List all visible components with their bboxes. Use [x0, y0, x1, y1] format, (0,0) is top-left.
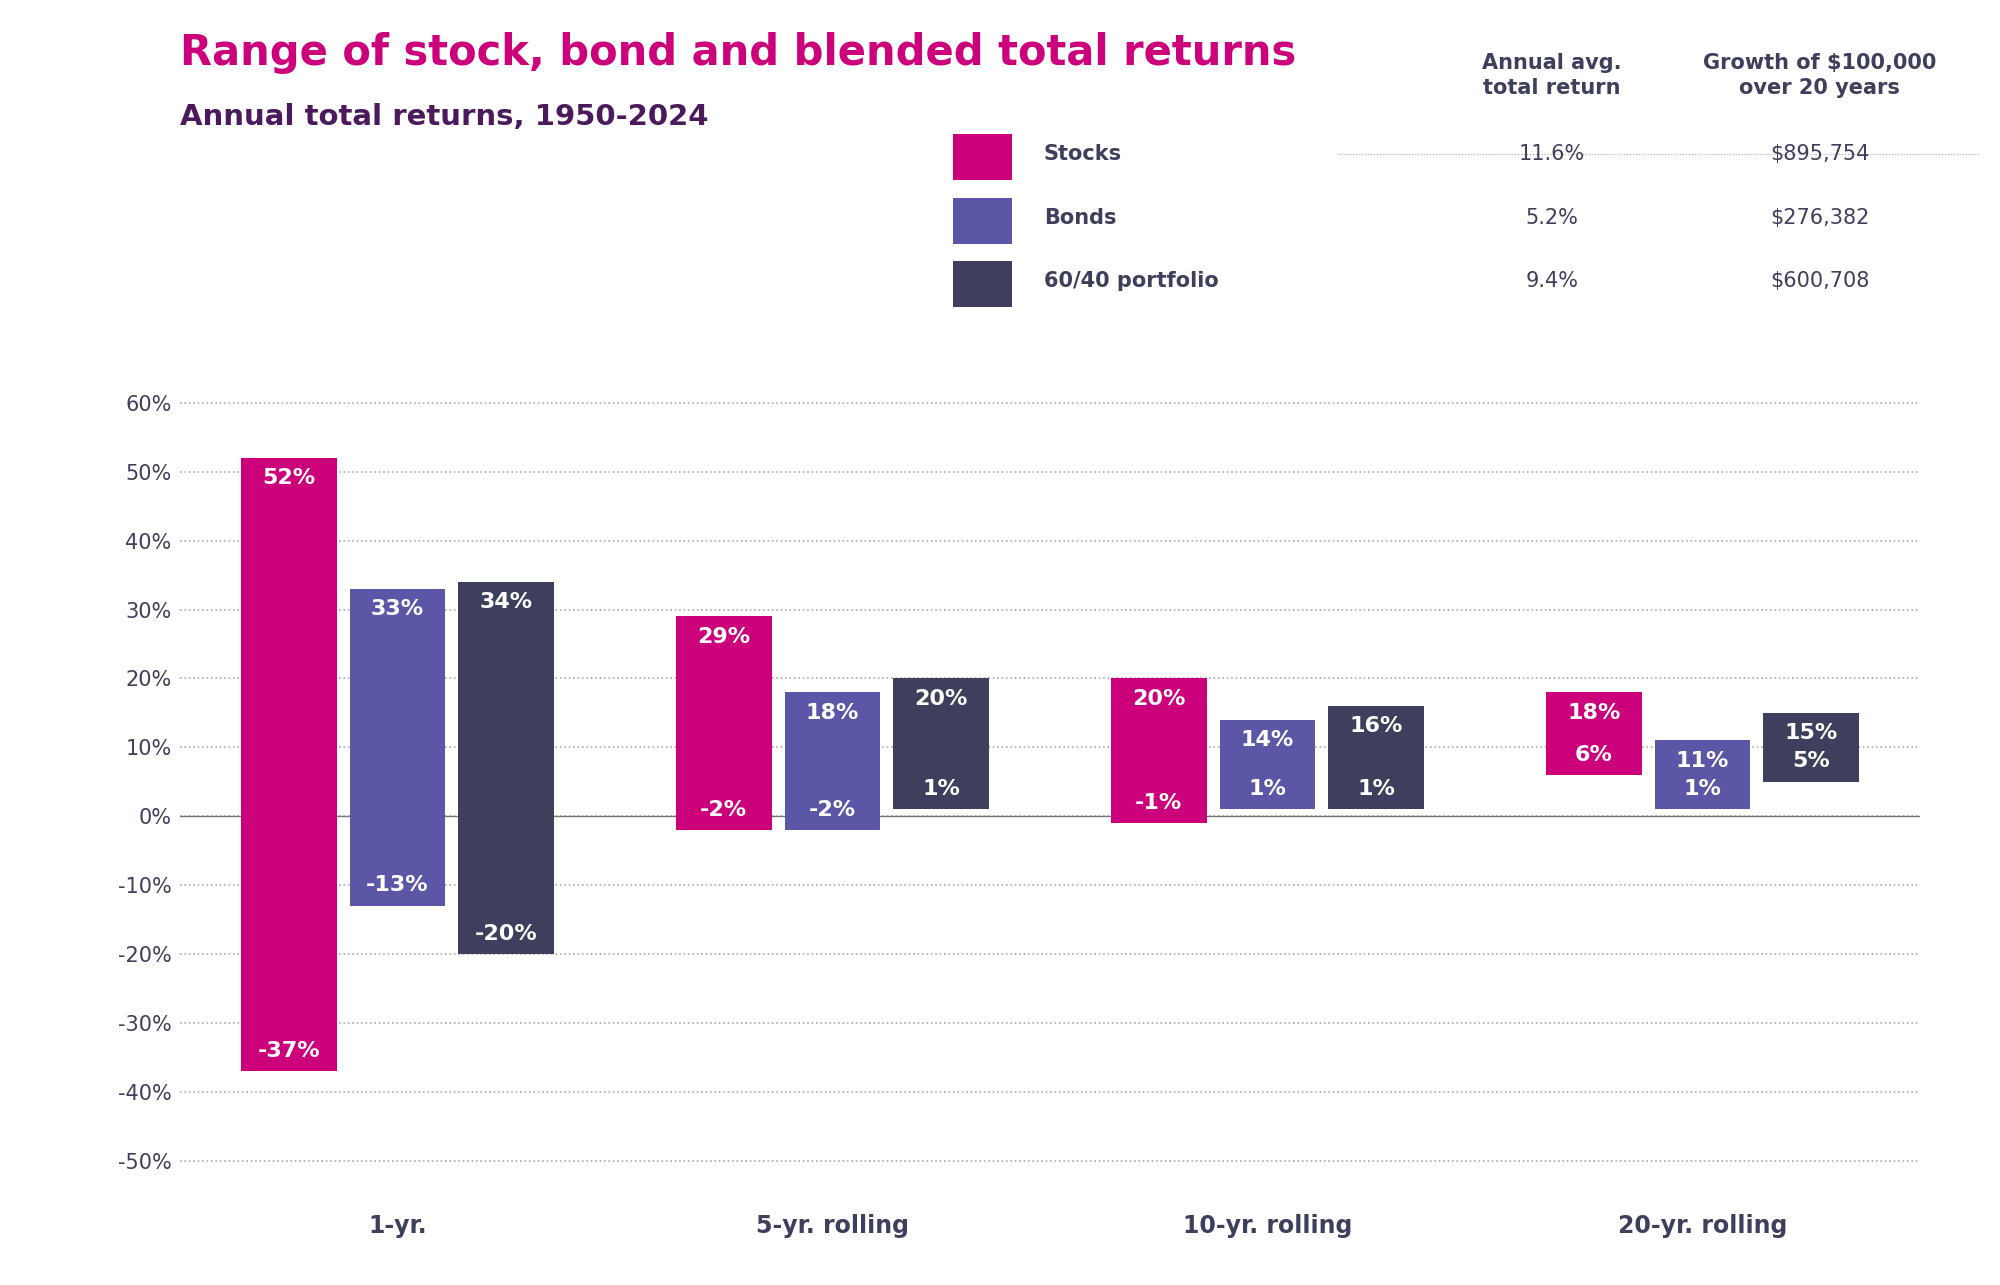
Text: 16%: 16%	[1350, 716, 1402, 736]
Text: 11%: 11%	[1676, 750, 1730, 771]
Bar	[1328, 705, 1424, 810]
Text: 18%: 18%	[1568, 703, 1620, 722]
Bar	[1764, 713, 1860, 781]
Text: -13%: -13%	[366, 875, 428, 896]
Text: 1%: 1%	[1358, 779, 1396, 799]
Text: 18%: 18%	[806, 703, 860, 722]
FancyBboxPatch shape	[952, 261, 1012, 307]
Bar	[1110, 678, 1206, 824]
Text: Growth of $100,000
over 20 years: Growth of $100,000 over 20 years	[1702, 53, 1936, 98]
Text: -37%: -37%	[258, 1041, 320, 1060]
Text: -2%: -2%	[700, 799, 748, 820]
Text: 60/40 portfolio: 60/40 portfolio	[1044, 271, 1218, 292]
Text: $600,708: $600,708	[1770, 271, 1870, 292]
Text: 20%: 20%	[1132, 689, 1186, 709]
Text: 1%: 1%	[1248, 779, 1286, 799]
Bar	[784, 693, 880, 830]
Text: Stocks: Stocks	[1044, 144, 1122, 164]
Text: $276,382: $276,382	[1770, 208, 1870, 227]
Text: -1%: -1%	[1136, 793, 1182, 813]
Bar	[1220, 720, 1316, 810]
Text: 33%: 33%	[370, 599, 424, 619]
Text: 29%: 29%	[698, 627, 750, 646]
Text: -20%: -20%	[474, 924, 538, 943]
Text: 6%: 6%	[1574, 744, 1612, 765]
Text: 15%: 15%	[1784, 723, 1838, 743]
Bar	[894, 678, 990, 810]
Text: Annual avg.
total return: Annual avg. total return	[1482, 53, 1622, 98]
FancyBboxPatch shape	[952, 198, 1012, 244]
Bar	[1654, 740, 1750, 810]
Text: 5.2%: 5.2%	[1526, 208, 1578, 227]
Text: 14%: 14%	[1240, 730, 1294, 750]
Text: 20%: 20%	[914, 689, 968, 709]
Text: 11.6%: 11.6%	[1518, 144, 1586, 164]
Text: $895,754: $895,754	[1770, 144, 1870, 164]
Bar	[458, 582, 554, 953]
Text: 34%: 34%	[480, 592, 532, 613]
Text: 1%: 1%	[1684, 779, 1722, 799]
Bar	[676, 617, 772, 830]
Text: Range of stock, bond and blended total returns: Range of stock, bond and blended total r…	[180, 32, 1296, 75]
Text: 52%: 52%	[262, 469, 316, 488]
Text: 5%: 5%	[1792, 752, 1830, 771]
Text: Bonds: Bonds	[1044, 208, 1116, 227]
Bar	[1546, 693, 1642, 775]
Bar	[350, 589, 446, 906]
Text: 9.4%: 9.4%	[1526, 271, 1578, 292]
Text: -2%: -2%	[808, 799, 856, 820]
Text: Annual total returns, 1950-2024: Annual total returns, 1950-2024	[180, 103, 708, 131]
FancyBboxPatch shape	[952, 134, 1012, 180]
Bar	[240, 457, 336, 1072]
Text: 1%: 1%	[922, 779, 960, 799]
